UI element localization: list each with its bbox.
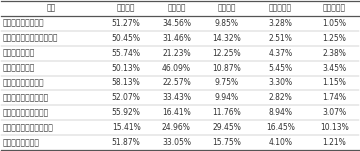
Text: 8.94%: 8.94% <box>269 108 292 117</box>
Text: 4.37%: 4.37% <box>268 49 292 58</box>
Text: 1.74%: 1.74% <box>322 93 346 102</box>
Text: 有利于批判思力的培养: 有利于批判思力的培养 <box>3 108 49 117</box>
Text: 1.05%: 1.05% <box>322 19 346 28</box>
Text: 9.85%: 9.85% <box>215 19 239 28</box>
Text: 51.87%: 51.87% <box>112 138 141 147</box>
Text: 51.27%: 51.27% <box>112 19 141 28</box>
Text: 22.57%: 22.57% <box>162 79 191 87</box>
Text: 有利于技能综合学习挑战: 有利于技能综合学习挑战 <box>3 123 53 132</box>
Text: 11.76%: 11.76% <box>212 108 241 117</box>
Text: 1.15%: 1.15% <box>322 79 346 87</box>
Text: 1.21%: 1.21% <box>322 138 346 147</box>
Text: 12.25%: 12.25% <box>212 49 241 58</box>
Text: 9.75%: 9.75% <box>215 79 239 87</box>
Text: 项目: 项目 <box>46 4 55 13</box>
Text: 平衡实验室知识水准: 平衡实验室知识水准 <box>3 19 44 28</box>
Text: 基本不符合: 基本不符合 <box>269 4 292 13</box>
Text: 55.74%: 55.74% <box>112 49 141 58</box>
Text: 有利于完成实力的培养: 有利于完成实力的培养 <box>3 93 49 102</box>
Text: 33.05%: 33.05% <box>162 138 191 147</box>
Text: 非常符合: 非常符合 <box>117 4 135 13</box>
Text: 2.82%: 2.82% <box>269 93 292 102</box>
Text: 4.10%: 4.10% <box>269 138 292 147</box>
Text: 10.13%: 10.13% <box>320 123 348 132</box>
Text: 16.41%: 16.41% <box>162 108 191 117</box>
Text: 50.13%: 50.13% <box>112 64 141 72</box>
Text: 促进文综合能力: 促进文综合能力 <box>3 64 35 72</box>
Text: 3.07%: 3.07% <box>322 108 346 117</box>
Text: 21.23%: 21.23% <box>162 49 191 58</box>
Text: 58.13%: 58.13% <box>112 79 141 87</box>
Text: 31.46%: 31.46% <box>162 34 191 43</box>
Text: 34.56%: 34.56% <box>162 19 191 28</box>
Text: 3.30%: 3.30% <box>268 79 292 87</box>
Text: 有利于培养基本技能: 有利于培养基本技能 <box>3 79 44 87</box>
Text: 15.41%: 15.41% <box>112 123 141 132</box>
Text: 促进及综合实现: 促进及综合实现 <box>3 49 35 58</box>
Text: 结合临床广泛用案例教体系: 结合临床广泛用案例教体系 <box>3 34 58 43</box>
Text: 24.96%: 24.96% <box>162 123 191 132</box>
Text: 15.75%: 15.75% <box>212 138 241 147</box>
Text: 3.45%: 3.45% <box>322 64 346 72</box>
Text: 3.28%: 3.28% <box>269 19 292 28</box>
Text: 16.45%: 16.45% <box>266 123 295 132</box>
Text: 9.94%: 9.94% <box>215 93 239 102</box>
Text: 2.38%: 2.38% <box>322 49 346 58</box>
Text: 14.32%: 14.32% <box>212 34 241 43</box>
Text: 10.87%: 10.87% <box>212 64 241 72</box>
Text: 非常不符合: 非常不符合 <box>323 4 346 13</box>
Text: 5.45%: 5.45% <box>268 64 292 72</box>
Text: 52.07%: 52.07% <box>112 93 141 102</box>
Text: 55.92%: 55.92% <box>112 108 141 117</box>
Text: 33.43%: 33.43% <box>162 93 191 102</box>
Text: 比较符合: 比较符合 <box>167 4 186 13</box>
Text: 46.09%: 46.09% <box>162 64 191 72</box>
Text: 29.45%: 29.45% <box>212 123 241 132</box>
Text: 50.45%: 50.45% <box>112 34 141 43</box>
Text: 教学完成综合组织: 教学完成综合组织 <box>3 138 40 147</box>
Text: 1.25%: 1.25% <box>322 34 346 43</box>
Text: 一般符合: 一般符合 <box>217 4 236 13</box>
Text: 2.51%: 2.51% <box>269 34 292 43</box>
